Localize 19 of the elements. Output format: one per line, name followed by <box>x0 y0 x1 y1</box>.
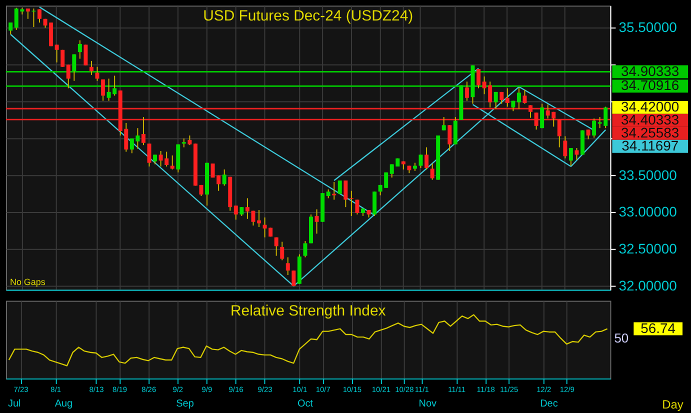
annotation: No Gaps <box>10 276 46 287</box>
text: Aug <box>54 398 73 410</box>
text: Nov <box>418 398 437 410</box>
text: 50 <box>614 330 629 346</box>
chart-title: USD Futures Dec-24 (USDZ24) <box>203 8 414 25</box>
text: 56.74 <box>640 320 676 336</box>
ref-line-label: 34.90333 <box>621 62 680 79</box>
y-tick-label: 33.50000 <box>618 166 678 183</box>
chart-title: Relative Strength Index <box>230 302 386 320</box>
text: Day <box>662 397 684 412</box>
ref-line-label: 34.70916 <box>621 77 680 94</box>
y-tick-label: 33.00000 <box>618 204 678 220</box>
text: Sep <box>176 398 194 410</box>
y-tick-label: 35.50000 <box>618 19 678 36</box>
y-tick-label: 32.00000 <box>618 278 678 294</box>
text: Oct <box>297 398 314 410</box>
text: Dec <box>540 398 558 410</box>
y-tick-label: 32.50000 <box>618 240 678 257</box>
text: Jul <box>8 398 21 410</box>
